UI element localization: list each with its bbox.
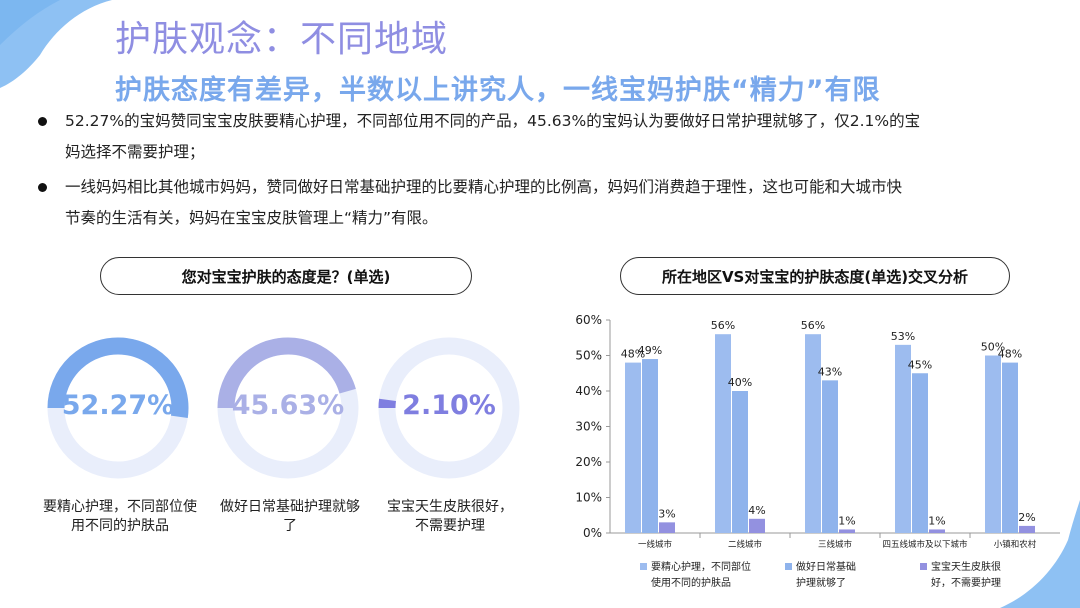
- bar-2-3: [822, 380, 838, 533]
- bar-data-label: 48%: [998, 348, 1022, 361]
- bullet-1-line-2: 妈选择不需要护理；: [65, 143, 205, 161]
- bullet-2-line-2: 节奏的生活有关，妈妈在宝宝皮肤管理上“精力”有限。: [65, 209, 438, 227]
- bar-data-label: 1%: [838, 514, 855, 527]
- bar-1-5: [985, 355, 1001, 533]
- donut-2-label: 做好日常基础护理就够 了: [200, 498, 380, 536]
- legend-swatch-2: [785, 563, 792, 570]
- legend-swatch-1: [640, 563, 647, 570]
- legend-label-2-line-2: 护理就够了: [796, 576, 846, 589]
- bar-2-1: [642, 359, 658, 533]
- donut-1-label: 要精心护理，不同部位使 用不同的护肤品: [30, 498, 210, 536]
- bullet-dot: [38, 183, 47, 192]
- bar-3-1: [659, 522, 675, 533]
- bar-data-label: 1%: [928, 514, 945, 527]
- legend-swatch-3: [920, 563, 927, 570]
- donut-3-value: 2.10%: [402, 390, 496, 421]
- bar-data-label: 45%: [908, 358, 932, 371]
- donut-3-label: 宝宝天生皮肤很好， 不需要护理: [360, 498, 540, 536]
- corner-decoration-top-left: [0, 0, 112, 88]
- bar-2-5: [1002, 362, 1018, 533]
- y-tick-label: 0%: [583, 526, 602, 540]
- bar-3-5: [1019, 525, 1035, 533]
- donut-3-label-line-2: 不需要护理: [415, 518, 485, 534]
- y-tick-label: 10%: [575, 491, 602, 505]
- bar-1-1: [625, 362, 641, 533]
- bar-data-label: 53%: [891, 330, 915, 343]
- bar-data-label: 4%: [748, 504, 765, 517]
- bar-data-label: 43%: [818, 365, 842, 378]
- donut-1-label-line-2: 用不同的护肤品: [71, 518, 169, 534]
- page-title: 护肤观念：不同地域: [115, 19, 449, 60]
- bar-1-3: [805, 334, 821, 533]
- page-subtitle: 护肤态度有差异，半数以上讲究人，一线宝妈护肤“精力”有限: [115, 75, 881, 106]
- legend-label-3-line-1: 宝宝天生皮肤很: [931, 560, 1001, 573]
- category-label: 三线城市: [818, 539, 853, 550]
- bar-1-2: [715, 334, 731, 533]
- category-label: 一线城市: [638, 539, 673, 550]
- y-tick-label: 20%: [575, 455, 602, 469]
- bullet-2-line-1: 一线妈妈相比其他城市妈妈，赞同做好日常基础护理的比要精心护理的比例高，妈妈们消费…: [65, 178, 903, 196]
- donut-2-label-line-2: 了: [283, 518, 297, 534]
- y-tick-label: 40%: [575, 384, 602, 398]
- donut-panel-title: 您对宝宝护肤的态度是？(单选): [100, 257, 472, 295]
- legend-label-1-line-2: 使用不同的护肤品: [651, 576, 731, 589]
- category-label: 四五线城市及以下城市: [882, 539, 968, 550]
- bar-1-4: [895, 344, 911, 533]
- bar-data-label: 48%: [621, 348, 645, 361]
- donut-2-value: 45.63%: [231, 390, 345, 421]
- bar-2-4: [912, 373, 928, 533]
- bar-data-label: 2%: [1018, 511, 1035, 524]
- y-tick-label: 60%: [575, 313, 602, 327]
- bar-data-label: 49%: [638, 344, 662, 357]
- donut-1-arc: [47, 337, 189, 419]
- bar-chart: 0%10%20%30%40%50%60%48%49%3%一线城市56%40%4%…: [575, 313, 1060, 589]
- category-label: 二线城市: [728, 539, 763, 550]
- bar-3-3: [839, 529, 855, 533]
- donut-2-arc: [217, 337, 356, 409]
- donut-1-label-line-1: 要精心护理，不同部位使: [43, 499, 197, 515]
- donut-3-label-line-1: 宝宝天生皮肤很好，: [387, 499, 513, 515]
- bullet-dot: [38, 117, 47, 126]
- bar-3-4: [929, 529, 945, 533]
- donut-2-label-line-1: 做好日常基础护理就够: [220, 499, 360, 515]
- bar-data-label: 3%: [658, 507, 675, 520]
- donut-3-arc: [378, 398, 396, 409]
- bar-chart-panel-title: 所在地区VS对宝宝的护肤态度(单选)交叉分析: [620, 257, 1010, 295]
- donut-1-value: 52.27%: [61, 390, 175, 421]
- y-tick-label: 50%: [575, 349, 602, 363]
- bar-data-label: 56%: [711, 319, 735, 332]
- corner-decoration-bottom-right: [1000, 500, 1080, 608]
- bullet-1-line-1: 52.27%的宝妈赞同宝宝皮肤要精心护理，不同部位用不同的产品，45.63%的宝…: [65, 112, 921, 130]
- legend-label-2-line-1: 做好日常基础: [796, 560, 856, 573]
- bar-2-2: [732, 391, 748, 533]
- bar-data-label: 50%: [981, 341, 1005, 354]
- y-tick-label: 30%: [575, 420, 602, 434]
- category-label: 小镇和农村: [994, 539, 1037, 550]
- bar-data-label: 40%: [728, 376, 752, 389]
- legend-label-1-line-1: 要精心护理，不同部位: [651, 560, 751, 573]
- donut-charts: [47, 337, 520, 479]
- legend-label-3-line-2: 好，不需要护理: [931, 576, 1001, 589]
- bar-3-2: [749, 518, 765, 533]
- bar-data-label: 56%: [801, 319, 825, 332]
